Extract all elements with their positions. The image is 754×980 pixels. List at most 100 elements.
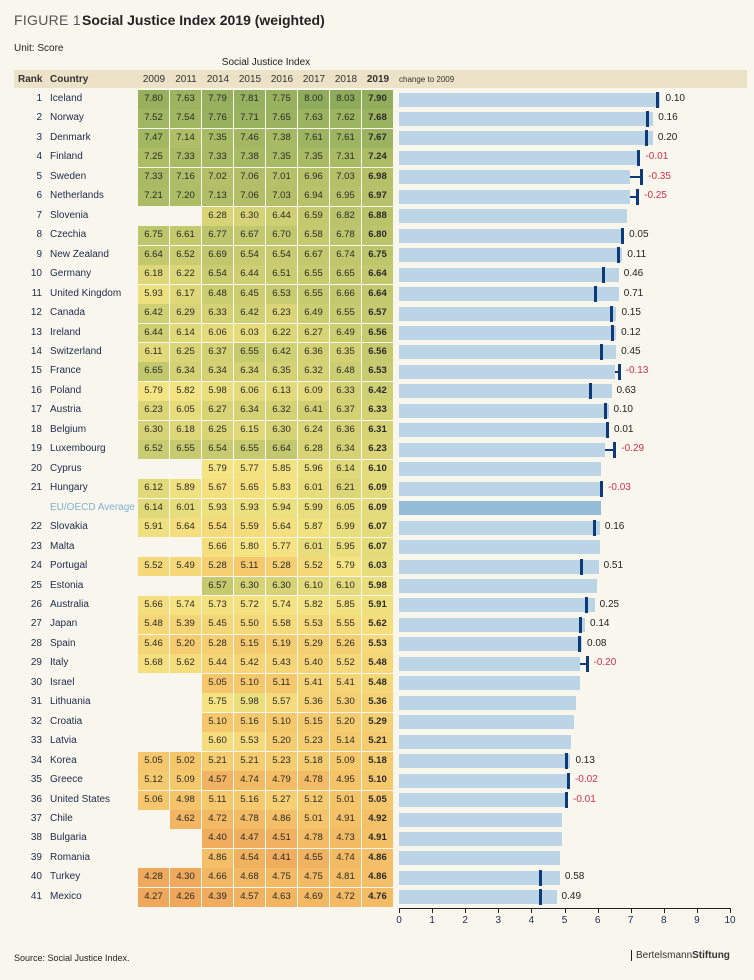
country-name: Korea (50, 754, 77, 766)
change-value: 0.15 (621, 307, 641, 319)
bar-2019 (399, 812, 562, 827)
score-cell: 6.34 (202, 362, 233, 382)
score-cell: 6.25 (202, 420, 233, 440)
score-cell: 6.80 (362, 226, 393, 246)
rank: 9 (36, 248, 42, 260)
score-cell: 7.03 (330, 167, 361, 187)
score-cell: 7.06 (234, 167, 265, 187)
rank: 7 (36, 209, 42, 221)
x-tick-label: 3 (495, 915, 502, 926)
x-tick-label: 5 (561, 915, 568, 926)
country-name: Australia (50, 598, 89, 610)
score-cell: 4.81 (330, 868, 361, 888)
country-name: Slovakia (50, 521, 88, 533)
country-name: Austria (50, 404, 82, 416)
score-cell: 6.61 (170, 226, 201, 246)
country-name: Switzerland (50, 345, 102, 357)
x-tick-label: 10 (724, 915, 736, 926)
score-cell: 5.16 (234, 712, 265, 732)
score-cell: 6.09 (362, 479, 393, 499)
bar-2019 (399, 403, 609, 418)
score-cell: 5.10 (234, 673, 265, 693)
change-value: -0.01 (645, 151, 669, 163)
change-value: 0.46 (623, 268, 644, 280)
score-cell: 4.95 (330, 771, 361, 791)
bar-2019 (399, 637, 583, 652)
score-cell: 6.55 (234, 342, 265, 362)
score-cell: 5.53 (234, 732, 265, 752)
score-cell: 5.93 (234, 498, 265, 518)
score-cell: 6.54 (234, 245, 265, 265)
score-cell: 7.25 (138, 148, 169, 168)
score-cell: 6.48 (202, 284, 233, 304)
score-cell: 6.05 (170, 401, 201, 421)
score-cell: 6.57 (362, 304, 393, 323)
country-name: Estonia (50, 579, 84, 591)
score-cell: 8.00 (298, 90, 329, 109)
score-cell: 5.43 (266, 654, 297, 674)
score-cell: 5.15 (234, 634, 265, 654)
score-cell: 6.09 (362, 498, 393, 518)
score-cell: 5.23 (298, 732, 329, 752)
country-name: Luxembourg (50, 443, 106, 455)
score-cell: 4.57 (234, 887, 265, 907)
score-cell: 6.17 (170, 284, 201, 304)
country-name: Israel (50, 676, 75, 688)
country-name: Canada (50, 307, 86, 319)
bar-2019 (399, 481, 601, 496)
score-cell: 6.88 (362, 206, 393, 226)
country-name: Lithuania (50, 696, 91, 708)
score-cell: 6.18 (138, 265, 169, 285)
score-cell: 6.14 (138, 498, 169, 518)
change-value: -0.13 (625, 365, 649, 377)
score-cell: 4.73 (330, 829, 361, 849)
bar-2019 (399, 150, 639, 165)
bar-2019 (399, 695, 577, 710)
score-cell: 6.11 (138, 342, 169, 362)
rank: 16 (30, 384, 42, 396)
marker-2009 (566, 772, 570, 789)
country-name: Portugal (50, 560, 88, 572)
marker-2009 (613, 441, 617, 458)
score-cell: 6.42 (266, 342, 297, 362)
score-cell: 5.91 (138, 518, 169, 538)
score-cell: 5.36 (298, 693, 329, 713)
score-cell: 5.42 (234, 654, 265, 674)
bar-2019 (399, 870, 560, 885)
bar-2019 (399, 209, 627, 224)
unit-label: Unit: Score (14, 43, 64, 54)
score-cell: 5.01 (330, 790, 361, 810)
bar-2019 (399, 793, 567, 808)
score-cell: 6.66 (330, 284, 361, 304)
score-cell: 5.67 (202, 479, 233, 499)
score-cell: 6.64 (362, 284, 393, 304)
score-cell: 6.06 (202, 323, 233, 343)
x-tick (465, 908, 467, 913)
score-cell: 4.68 (234, 868, 265, 888)
marker-2009 (564, 753, 568, 770)
marker-2009 (655, 91, 659, 108)
marker-2009 (606, 422, 610, 439)
score-cell: 5.18 (298, 751, 329, 771)
score-cell: 5.60 (202, 732, 233, 752)
score-cell: 5.66 (202, 537, 233, 557)
score-cell: 5.44 (202, 654, 233, 674)
score-cell: 5.79 (138, 381, 169, 401)
score-cell: 6.42 (362, 381, 393, 401)
bar-2019 (399, 734, 572, 749)
score-cell: 6.23 (362, 440, 393, 460)
change-value: 0.05 (629, 229, 649, 241)
score-cell: 5.62 (170, 654, 201, 674)
x-tick-label: 9 (694, 915, 700, 926)
score-cell: 4.40 (202, 829, 233, 849)
bar-2019 (399, 540, 600, 555)
bar-2019 (399, 364, 616, 379)
year-header-2019: 2019 (366, 74, 390, 85)
country-name: Mexico (50, 890, 82, 902)
change-connector (580, 662, 587, 665)
change-connector (615, 370, 620, 373)
score-cell: 4.72 (330, 887, 361, 907)
score-cell: 6.56 (362, 342, 393, 362)
score-cell: 6.14 (170, 323, 201, 343)
score-cell: 6.35 (330, 342, 361, 362)
